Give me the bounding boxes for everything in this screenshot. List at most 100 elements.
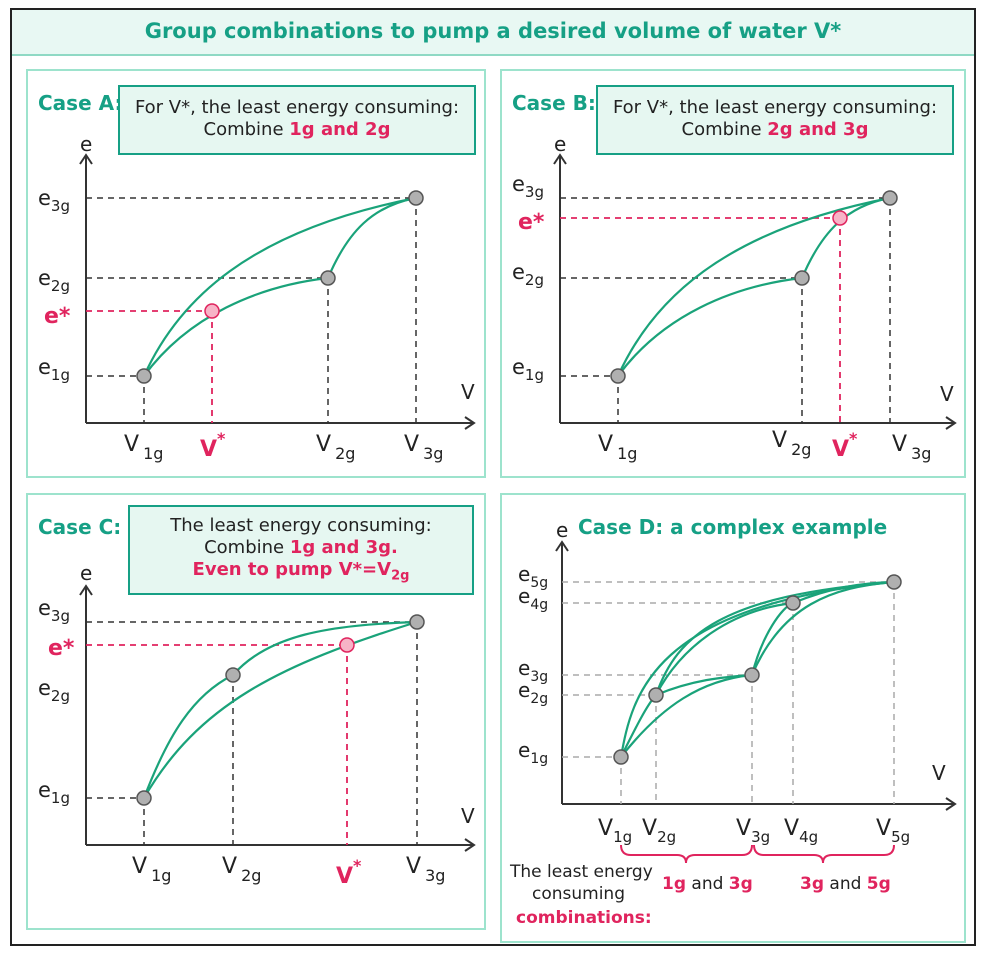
case-c-estar: e* bbox=[48, 636, 75, 661]
svg-text:1g and 3g: 1g and 3g bbox=[662, 874, 753, 894]
case-b-point-estar bbox=[832, 210, 848, 226]
svg-text:e4g: e4g bbox=[518, 584, 548, 613]
case-d-plot: e V e5g e4 bbox=[509, 518, 957, 928]
case-b-callout: For V*, the least energy consuming: Comb… bbox=[596, 85, 954, 155]
case-d-v3: V bbox=[736, 816, 751, 841]
case-d-v1: V bbox=[598, 816, 613, 841]
svg-text:V*: V* bbox=[832, 429, 858, 462]
case-c-callout-line1: The least energy consuming: bbox=[170, 515, 432, 536]
case-d-group2-and: and bbox=[824, 874, 867, 894]
case-d-footer-line1: The least energy bbox=[509, 862, 653, 882]
case-a-v3: V bbox=[404, 432, 419, 457]
svg-text:V2g: V2g bbox=[316, 432, 355, 463]
case-c-point-estar bbox=[339, 637, 355, 653]
svg-text:e3g: e3g bbox=[38, 596, 70, 625]
panel-case-c: Case C: The least energy consuming: Comb… bbox=[26, 493, 486, 930]
case-a-point-3g bbox=[408, 190, 424, 206]
case-c-callout-combine: Combine bbox=[204, 537, 290, 558]
case-a-e1: e bbox=[38, 355, 51, 379]
case-b-label: Case B: bbox=[512, 91, 596, 115]
case-c-e2: e bbox=[38, 676, 51, 700]
panel-case-b: Case B: For V*, the least energy consumi… bbox=[500, 69, 966, 478]
svg-text:V1g: V1g bbox=[132, 854, 171, 885]
case-a-axis-v: V bbox=[461, 380, 475, 404]
case-b-e3: e bbox=[512, 172, 525, 196]
case-a-callout-highlight: 1g and 2g bbox=[289, 119, 391, 140]
case-d-point-1g bbox=[613, 749, 629, 765]
svg-text:V3g: V3g bbox=[406, 854, 445, 885]
case-c-v3: V bbox=[406, 854, 421, 879]
svg-text:e1g: e1g bbox=[38, 355, 70, 384]
case-b-point-1g bbox=[610, 368, 626, 384]
case-a-v1: V bbox=[124, 432, 139, 457]
case-d-v4: V bbox=[784, 816, 799, 841]
case-a-callout-combine: Combine bbox=[203, 119, 290, 140]
case-d-e1: e bbox=[518, 738, 530, 762]
case-b-e1: e bbox=[512, 355, 525, 379]
case-d-label: Case D: a complex example bbox=[578, 515, 888, 539]
panel-case-d: Case D: a complex example e V bbox=[500, 493, 966, 943]
case-b-estar: e* bbox=[518, 210, 545, 235]
svg-text:e2g: e2g bbox=[518, 678, 548, 707]
case-d-footer-line3: combinations: bbox=[516, 908, 652, 928]
figure-title: Group combinations to pump a desired vol… bbox=[144, 19, 842, 43]
svg-text:e1g: e1g bbox=[518, 738, 548, 767]
case-d-group1-and: and bbox=[686, 874, 729, 894]
svg-text:e2g: e2g bbox=[38, 676, 70, 705]
case-c-plot: e V e3g e* e2g e1g V 1g V 2g V* V 3g bbox=[38, 561, 476, 889]
case-d-point-5g bbox=[886, 574, 902, 590]
svg-text:V*: V* bbox=[336, 856, 362, 889]
case-b-e2: e bbox=[512, 260, 525, 284]
svg-text:V4g: V4g bbox=[784, 816, 818, 846]
case-c-point-3g bbox=[409, 614, 425, 630]
case-c-axis-v: V bbox=[461, 804, 475, 828]
svg-text:3g and 5g: 3g and 5g bbox=[800, 874, 891, 894]
case-c-v2: V bbox=[222, 854, 237, 879]
case-b-callout-highlight: 2g and 3g bbox=[767, 119, 869, 140]
case-a-point-2g bbox=[320, 270, 336, 286]
case-a-e3: e bbox=[38, 186, 51, 210]
case-a-v2: V bbox=[316, 432, 331, 457]
case-d-e5: e bbox=[518, 562, 530, 586]
case-d-point-2g bbox=[648, 687, 664, 703]
case-d-e2: e bbox=[518, 678, 530, 702]
case-c-e1: e bbox=[38, 778, 51, 802]
case-d-axis-v: V bbox=[932, 761, 946, 785]
case-c-point-2g bbox=[225, 667, 241, 683]
svg-text:e5g: e5g bbox=[518, 562, 548, 591]
case-c-e3: e bbox=[38, 596, 51, 620]
case-b-point-2g bbox=[794, 270, 810, 286]
case-a-label: Case A: bbox=[38, 91, 123, 115]
case-b-callout-line1: For V*, the least energy consuming: bbox=[612, 97, 938, 118]
panel-case-a: Case A: For V*, the least energy consumi… bbox=[26, 69, 486, 478]
case-b-vstar: V bbox=[832, 437, 849, 462]
case-b-v2: V bbox=[772, 428, 787, 453]
case-d-group2-b: 5g bbox=[867, 874, 891, 894]
svg-text:V2g: V2g bbox=[642, 816, 676, 846]
case-b-axis-e: e bbox=[554, 132, 566, 156]
case-c-vstar: V bbox=[336, 864, 353, 889]
svg-text:V3g: V3g bbox=[736, 816, 770, 846]
svg-text:e1g: e1g bbox=[38, 778, 70, 807]
case-a-e2: e bbox=[38, 266, 51, 290]
case-c-callout-line3: Even to pump V*=V bbox=[192, 559, 392, 580]
case-a-point-1g bbox=[136, 368, 152, 384]
case-d-footer-line2: consuming bbox=[532, 884, 625, 904]
case-d-group1-a: 1g bbox=[662, 874, 686, 894]
case-c-callout: The least energy consuming: Combine 1g a… bbox=[128, 505, 474, 595]
svg-text:V3g: V3g bbox=[404, 432, 443, 463]
case-a-plot: e V e3g e2g e* e1g V 1g bbox=[38, 132, 476, 463]
case-b-v3: V bbox=[892, 432, 907, 457]
svg-text:e3g: e3g bbox=[512, 172, 544, 201]
case-a-callout: For V*, the least energy consuming: Comb… bbox=[118, 85, 476, 155]
svg-text:e2g: e2g bbox=[512, 260, 544, 289]
case-d-v2: V bbox=[642, 816, 657, 841]
svg-text:V*: V* bbox=[200, 429, 226, 462]
svg-text:e3g: e3g bbox=[518, 656, 548, 685]
svg-text:e2g: e2g bbox=[38, 266, 70, 295]
case-d-point-3g bbox=[744, 667, 760, 683]
case-d-v5: V bbox=[876, 816, 891, 841]
svg-text:V1g: V1g bbox=[598, 816, 632, 846]
case-b-callout-combine: Combine bbox=[681, 119, 768, 140]
case-c-axis-e: e bbox=[80, 561, 92, 585]
